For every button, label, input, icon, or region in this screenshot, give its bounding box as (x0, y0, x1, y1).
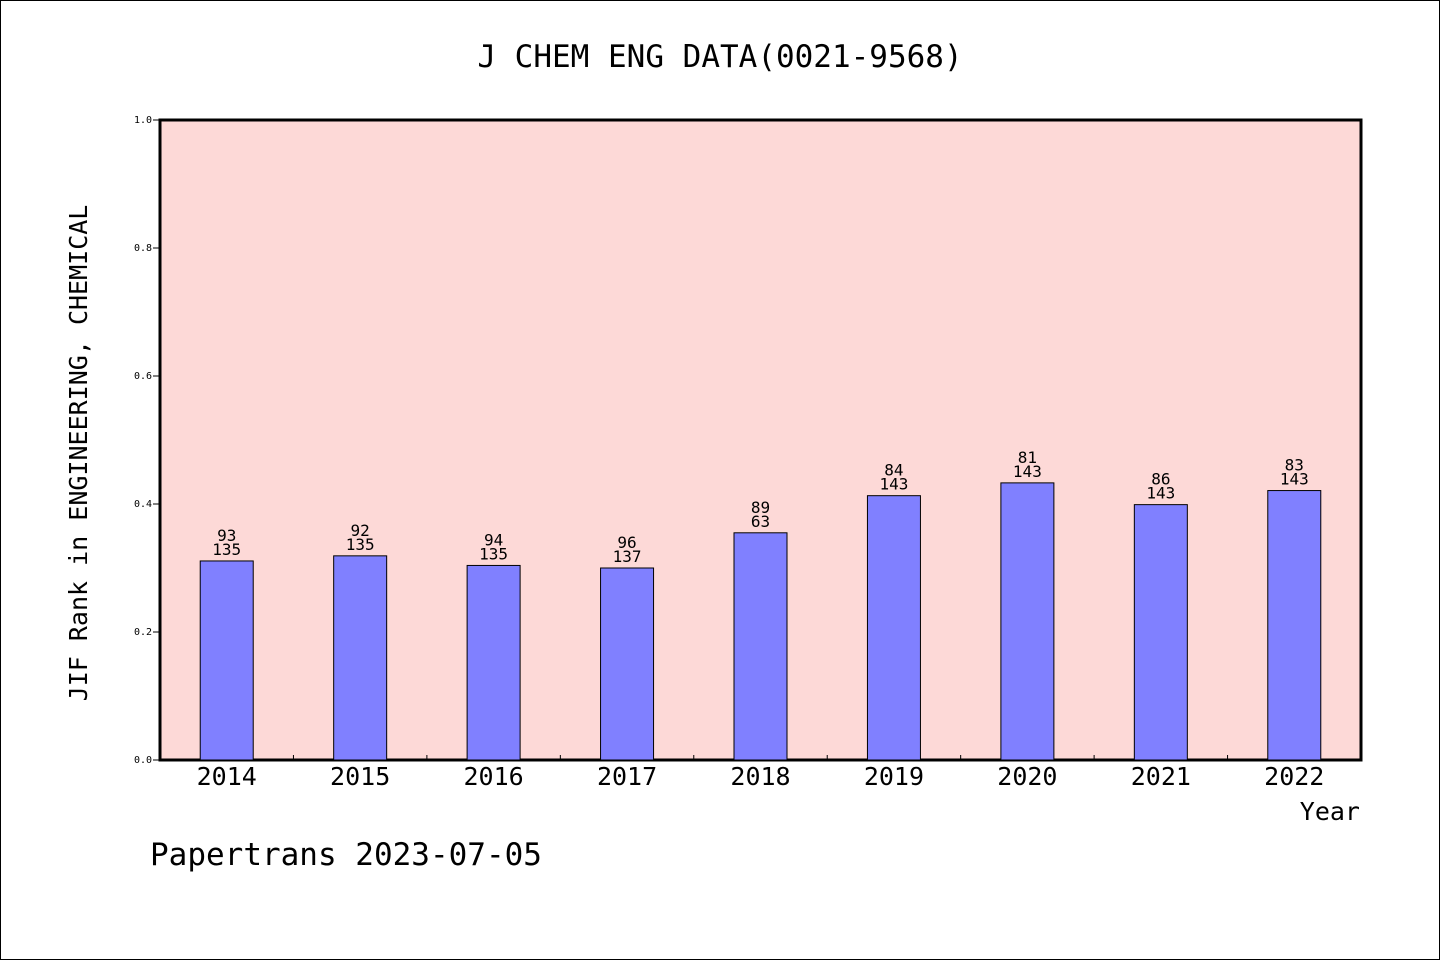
data-label-total: 135 (212, 540, 241, 559)
x-tick-label: 2019 (864, 762, 924, 791)
x-tick-label: 2016 (464, 762, 524, 791)
bar-2019 (866, 495, 921, 761)
x-tick-label: 2014 (197, 762, 257, 791)
x-tick-label: 2018 (730, 762, 790, 791)
x-tick-label: 2020 (997, 762, 1057, 791)
data-label-total: 63 (751, 512, 770, 531)
y-axis-ticks: 0.0 0.2 0.4 0.6 0.8 1.0 (134, 115, 160, 766)
data-label-rank: 84 (884, 461, 903, 480)
chart-title: J CHEM ENG DATA(0021-9568) (477, 39, 962, 75)
x-tick-label: 2017 (597, 762, 657, 791)
data-label-total: 143 (1013, 462, 1042, 481)
data-label-total: 143 (1146, 484, 1175, 503)
data-label-total: 143 (879, 475, 908, 494)
data-label-rank: 92 (351, 521, 370, 540)
x-tick-label: 2022 (1264, 762, 1324, 791)
x-tick-label: 2021 (1131, 762, 1191, 791)
y-axis-label: JIF Rank in ENGINEERING, CHEMICAL (64, 205, 93, 702)
data-label-total: 135 (346, 535, 375, 554)
data-label-rank: 81 (1018, 448, 1037, 467)
data-label-rank: 86 (1151, 470, 1170, 489)
data-label-rank: 93 (217, 526, 236, 545)
data-label-total: 143 (1280, 470, 1309, 489)
bars (199, 482, 1322, 761)
bar-2020 (1000, 482, 1055, 761)
bar-2015 (333, 555, 388, 761)
data-label-rank: 83 (1285, 456, 1304, 475)
bar-2021 (1133, 504, 1188, 761)
data-label-rank: 96 (617, 533, 636, 552)
footer-text: Papertrans 2023-07-05 (150, 837, 542, 873)
bar-2014 (199, 560, 254, 761)
x-axis-label: Year (1300, 797, 1360, 826)
bar-2022 (1267, 490, 1322, 761)
y-tick-label: 0.0 (134, 755, 152, 766)
data-label-total: 135 (479, 544, 508, 563)
y-tick-label: 1.0 (134, 115, 152, 126)
x-tick-label: 2015 (330, 762, 390, 791)
y-tick-label: 0.2 (134, 627, 152, 638)
data-label-total: 137 (613, 547, 642, 566)
bar-2016 (466, 564, 521, 761)
x-axis-ticks: 2014 2015 2016 2017 2018 2019 2020 2021 2022 (197, 755, 1324, 791)
data-label-rank: 94 (484, 530, 503, 549)
bar-2017 (600, 567, 655, 761)
bar-2018 (733, 532, 788, 761)
data-label-rank: 89 (751, 498, 770, 517)
y-tick-label: 0.4 (134, 499, 152, 510)
y-tick-label: 0.6 (134, 371, 152, 382)
y-tick-label: 0.8 (134, 243, 152, 254)
